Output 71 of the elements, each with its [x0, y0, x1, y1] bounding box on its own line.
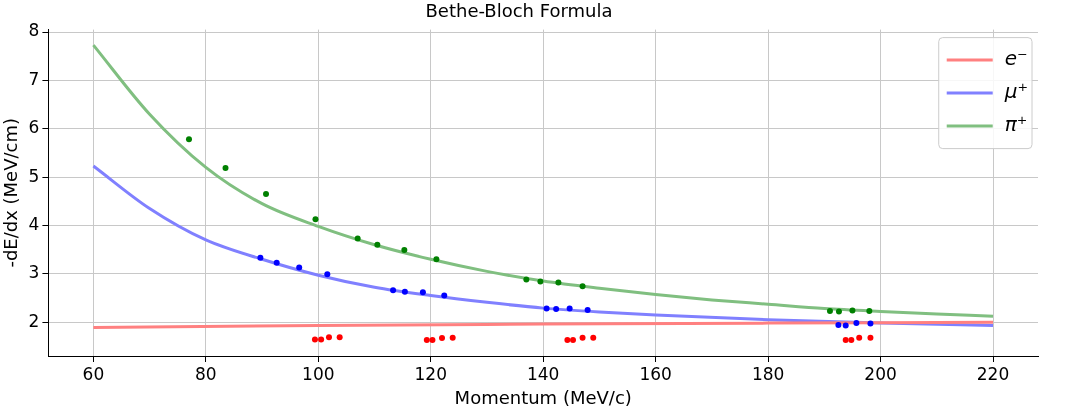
point: [185, 136, 192, 143]
y-tick-label: 5: [28, 165, 40, 186]
x-tick-label: 140: [526, 363, 560, 384]
y-tick-label: 7: [28, 68, 40, 89]
point: [848, 337, 855, 344]
point: [570, 337, 577, 344]
x-tick-label: 80: [195, 363, 217, 384]
point: [449, 334, 456, 341]
point: [543, 305, 550, 312]
point: [222, 164, 229, 171]
line-series: [91, 43, 995, 318]
point: [849, 307, 856, 314]
point: [866, 308, 873, 315]
point: [856, 334, 863, 341]
point: [867, 334, 874, 341]
x-tick-label: 200: [864, 363, 897, 384]
point: [842, 337, 849, 344]
point: [318, 336, 325, 343]
x-tick-label: 100: [302, 363, 335, 384]
x-tick-label: 220: [976, 363, 1010, 384]
legend-label: μ⁺: [1003, 79, 1028, 104]
point: [325, 334, 332, 341]
point: [555, 279, 562, 286]
y-tick-label: 6: [28, 117, 40, 138]
point: [433, 256, 440, 263]
point: [553, 306, 560, 313]
point: [263, 191, 270, 198]
point: [401, 247, 408, 254]
y-tick-label: 2: [28, 310, 40, 331]
point: [867, 320, 874, 327]
chart-title: Bethe-Bloch Formula: [425, 0, 613, 22]
point: [853, 320, 860, 327]
point: [429, 337, 436, 344]
point: [257, 254, 264, 261]
x-axis-title: Momentum (MeV/c): [454, 386, 632, 408]
point: [311, 336, 318, 343]
point: [354, 235, 361, 242]
point: [401, 288, 408, 295]
point: [324, 271, 331, 278]
point: [579, 283, 586, 290]
legend-label: π⁺: [1004, 112, 1028, 137]
point: [273, 259, 280, 266]
point: [566, 305, 573, 312]
point: [296, 264, 303, 271]
y-tick-label: 8: [28, 20, 40, 41]
point: [390, 287, 397, 294]
point: [579, 334, 586, 341]
point: [564, 337, 571, 344]
point: [312, 216, 319, 223]
legend-label: e⁻: [1004, 46, 1028, 71]
point: [584, 307, 591, 314]
point: [826, 308, 833, 315]
point: [441, 292, 448, 299]
point: [419, 289, 426, 296]
x-tick-label: 120: [414, 363, 447, 384]
point: [835, 322, 842, 329]
x-tick-label: 180: [751, 363, 785, 384]
point: [423, 337, 430, 344]
x-tick-label: 60: [82, 363, 105, 384]
point: [537, 278, 544, 285]
point: [523, 276, 530, 283]
x-tick-label: 160: [639, 363, 672, 384]
point: [439, 335, 445, 342]
point: [590, 334, 597, 341]
y-tick-label: 4: [28, 213, 40, 234]
point: [374, 241, 381, 248]
y-tick-label: 3: [28, 262, 40, 283]
point: [835, 308, 842, 315]
point: [842, 322, 849, 329]
point: [336, 334, 343, 341]
y-axis-title: -dE/dx (MeV/cm): [0, 117, 22, 268]
